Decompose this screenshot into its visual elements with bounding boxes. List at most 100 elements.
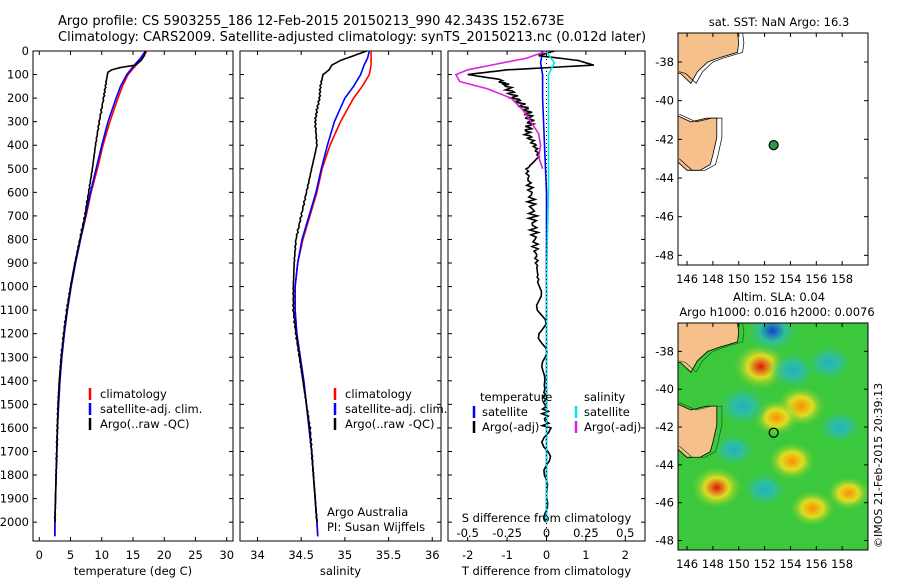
lat-tick-label: -44 (655, 458, 674, 472)
lon-tick-label: 150 (728, 272, 750, 286)
y-tick-label: 800 (7, 232, 29, 246)
x-tick-label: 34 (250, 548, 265, 562)
lat-tick-label: -42 (655, 132, 674, 146)
sla-blob (788, 489, 837, 528)
x-tick-label: -2 (462, 548, 473, 562)
lat-tick-label: -42 (655, 420, 674, 434)
map-subtitle: Argo h1000: 0.016 h2000: 0.0076 (679, 305, 874, 319)
sla-blob (743, 323, 802, 356)
series-line-salinity-2 (291, 50, 367, 523)
y-tick-label: 1000 (0, 280, 29, 294)
series-line-temperature-2 (53, 50, 147, 523)
imos-credit: ©IMOS 21-Feb-2015 20:39:13 (872, 382, 885, 548)
legend-entry: Argo(..raw -QC) (100, 417, 190, 431)
y-tick-label: 700 (7, 209, 29, 223)
map-content (678, 323, 868, 550)
plot-frame (32, 50, 234, 542)
lon-tick-label: 148 (702, 272, 724, 286)
x-axis-label: T difference from climatology (461, 564, 632, 578)
x-tick-label: 25 (188, 548, 203, 562)
lon-tick-label: 152 (754, 272, 776, 286)
legend-difference: temperature salinitysatelliteArgo(-adj)sa… (472, 390, 641, 434)
y-tick-label: 1600 (0, 421, 29, 435)
sla-blob (805, 343, 854, 382)
y-tick-label: 400 (7, 138, 29, 152)
lon-tick-label: 158 (831, 557, 853, 571)
y-tick-label: 1200 (0, 327, 29, 341)
y-tick-label: 1500 (0, 397, 29, 411)
lon-tick-label: 154 (779, 557, 801, 571)
legend-title: salinity (584, 390, 625, 404)
legend-entry: satellite (482, 405, 528, 419)
y-tick-label: 100 (7, 68, 29, 82)
x-axis-label: salinity (320, 564, 361, 578)
legend-title: temperature (480, 390, 552, 404)
shelf-contour (679, 402, 723, 458)
x-tick-label: 36 (425, 548, 440, 562)
land-tasmania (678, 115, 718, 171)
lon-tick-label: 156 (805, 272, 827, 286)
land-tasmania (678, 403, 718, 458)
lat-tick-label: -46 (655, 496, 674, 510)
legend-entry: Argo(..raw -QC) (345, 417, 435, 431)
lon-tick-label: 156 (805, 557, 827, 571)
lon-tick-label: 146 (676, 272, 698, 286)
x-tick-label: 1 (582, 548, 589, 562)
plot-frame (239, 50, 442, 542)
x-tick-label: 34.5 (288, 548, 314, 562)
lat-tick-label: -38 (655, 344, 674, 358)
legend-entry: satellite-adj. clim. (100, 402, 202, 416)
x-tick-label: -1 (501, 548, 512, 562)
figure-title-line1: Argo profile: CS 5903255_186 12-Feb-2015… (58, 14, 565, 29)
lat-tick-label: -40 (655, 382, 674, 396)
x2-tick-label: 0.25 (573, 526, 599, 540)
x-tick-label: 30 (219, 548, 234, 562)
lon-tick-label: 152 (754, 557, 776, 571)
x-axis-label: temperature (deg C) (74, 564, 192, 578)
sla-blob (816, 409, 863, 445)
lat-tick-label: -40 (655, 94, 674, 108)
lon-tick-label: 146 (676, 557, 698, 571)
lat-tick-label: -48 (655, 248, 674, 262)
y-tick-label: 1400 (0, 374, 29, 388)
legend-entry: Argo(-adj) (482, 420, 539, 434)
series-line-difference-2 (545, 50, 556, 523)
y-tick-label: 2000 (0, 515, 29, 529)
x-tick-label: 35.5 (376, 548, 402, 562)
argo-float-marker (768, 140, 779, 151)
x-tick-label: 35 (338, 548, 353, 562)
map-title: sat. SST: NaN Argo: 16.3 (709, 15, 850, 29)
shelf-contour (679, 113, 723, 171)
lon-tick-label: 158 (831, 272, 853, 286)
y-tick-label: 1900 (0, 492, 29, 506)
legend-entry: satellite-adj. clim. (345, 402, 447, 416)
y-tick-label: 200 (7, 91, 29, 105)
sla-blob (825, 475, 868, 511)
y-tick-label: 900 (7, 256, 29, 270)
y-tick-label: 1700 (0, 444, 29, 458)
map-frame (677, 32, 869, 266)
legend-entry: satellite (584, 405, 630, 419)
x-tick-label: 15 (126, 548, 141, 562)
panel-salinity: 34 34.5 35 35.5 36 salinity (239, 50, 442, 578)
sla-blob (710, 432, 757, 468)
x2-tick-label: -0.25 (492, 526, 522, 540)
x-tick-label: 2 (622, 548, 629, 562)
figure-title-line2: Climatology: CARS2009. Satellite-adjuste… (58, 30, 647, 45)
map-title: Altim. SLA: 0.04 (733, 290, 825, 304)
annotation-line2: PI: Susan Wijffels (327, 520, 425, 534)
y-tick-label: 1800 (0, 468, 29, 482)
legend-entry: Argo(-adj) (584, 420, 641, 434)
map-frame (677, 322, 869, 551)
sla-blob (741, 471, 789, 508)
legend-entry: climatology (100, 387, 167, 401)
series-line-difference-3 (454, 50, 547, 170)
argo-float-marker (768, 427, 779, 438)
panel-map-sst: 146 148 150 152 154 156 158 -38 -40 -42 -44 -46 -48 s… (655, 15, 869, 286)
x2-tick-label: 0 (543, 526, 550, 540)
x-tick-label: 0 (543, 548, 550, 562)
sla-blob (766, 441, 817, 482)
